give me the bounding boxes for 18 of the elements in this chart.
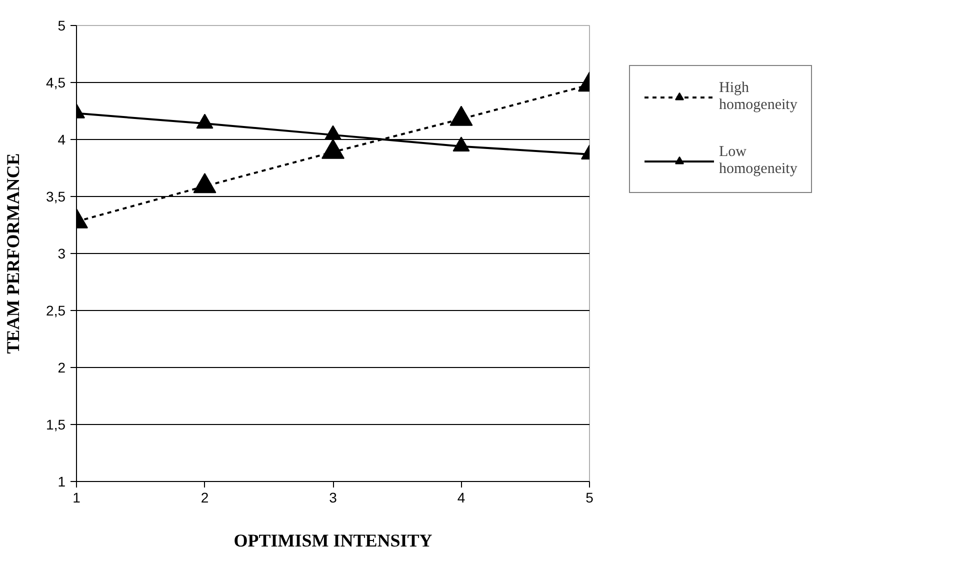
x-tick-label: 2 <box>200 490 209 506</box>
x-tick-label: 3 <box>329 490 338 506</box>
x-tick-label: 4 <box>457 490 466 506</box>
y-tick-label: 5 <box>58 18 66 34</box>
y-tick-label: 4 <box>58 132 66 148</box>
y-tick-label: 4,5 <box>46 74 66 90</box>
y-tick-label: 2 <box>58 360 66 376</box>
y-tick-label: 2,5 <box>46 302 66 318</box>
x-axis-title: OPTIMISM INTENSITY <box>234 530 432 550</box>
legend-label: High homogeneity <box>719 80 798 114</box>
y-tick-label: 1 <box>58 474 66 490</box>
y-tick-label: 3 <box>58 246 66 262</box>
y-tick-label: 1,5 <box>46 416 66 432</box>
y-tick-label: 3,5 <box>46 188 66 204</box>
legend-label: Low homogeneity <box>719 144 798 178</box>
x-tick-label: 5 <box>586 490 594 506</box>
x-tick-label: 1 <box>72 490 81 506</box>
y-axis-title: TEAM PERFORMANCE <box>3 153 24 354</box>
